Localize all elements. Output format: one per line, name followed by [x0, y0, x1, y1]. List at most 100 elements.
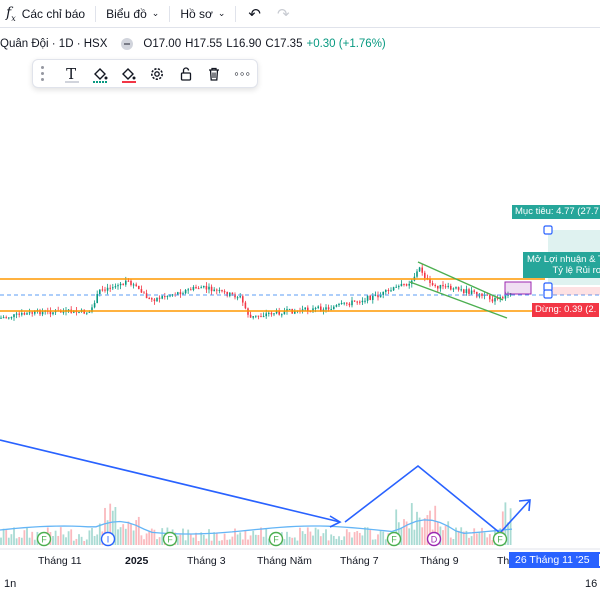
volume-bar: [91, 527, 93, 545]
candle-body: [187, 289, 189, 291]
volume-bar: [426, 515, 429, 545]
more-icon[interactable]: ◦◦◦: [234, 66, 252, 81]
event-marker-f[interactable]: F: [492, 531, 508, 547]
volume-bar: [374, 539, 377, 545]
trash-icon[interactable]: [200, 60, 229, 87]
candle-body: [148, 298, 150, 300]
candle-body: [192, 286, 195, 290]
time-axis-label: Tháng Năm: [257, 555, 312, 567]
volume-bar: [28, 537, 31, 545]
event-marker-f[interactable]: F: [162, 531, 178, 547]
candle-body: [156, 297, 158, 302]
symbol-name[interactable]: Quân Đội · 1D · HSX: [0, 38, 108, 50]
candle-body: [460, 289, 462, 291]
volume-bar: [7, 537, 10, 545]
candle-body: [49, 310, 52, 315]
volume-bar: [358, 532, 361, 545]
volume-bar: [397, 522, 400, 545]
event-letter: F: [497, 535, 503, 545]
volume-bar: [312, 535, 314, 545]
volume-bar: [20, 537, 23, 545]
top-toolbar: fx Các chỉ báo Biểu đồ ⌄ Hồ sơ ⌄ ↶ ↷: [0, 0, 600, 28]
candle-body: [260, 316, 262, 318]
volume-bar: [366, 527, 369, 545]
event-marker-f[interactable]: F: [386, 531, 402, 547]
lock-icon[interactable]: [171, 60, 200, 87]
volume-bar: [213, 532, 216, 545]
candle-body: [203, 285, 205, 288]
candle-body: [216, 289, 218, 291]
profile-label: Hồ sơ: [180, 6, 213, 21]
volume-bar: [179, 534, 182, 545]
gear-icon[interactable]: [143, 60, 172, 87]
undo-icon[interactable]: ↶: [248, 5, 261, 23]
candle-body: [405, 284, 408, 286]
volume-bar: [377, 534, 379, 545]
candle-body: [161, 296, 163, 299]
candle-body: [481, 293, 483, 296]
candle-body: [5, 317, 7, 319]
profile-button[interactable]: Hồ sơ ⌄: [174, 0, 231, 28]
candle-body: [294, 311, 296, 314]
volume-bar: [0, 537, 2, 545]
event-marker-i[interactable]: I: [100, 531, 116, 547]
volume-bar: [382, 531, 385, 545]
event-marker-f[interactable]: F: [36, 531, 52, 547]
candle-body: [502, 297, 504, 299]
candle-body: [195, 286, 197, 289]
candle-body: [244, 302, 247, 309]
candle-body: [281, 314, 283, 316]
candle-body: [348, 303, 351, 306]
volume-bar: [379, 530, 382, 545]
time-axis-label: 2025: [125, 555, 149, 567]
indicators-button[interactable]: fx Các chỉ báo: [0, 0, 91, 28]
candle-body: [395, 286, 397, 288]
drag-handle-icon[interactable]: [37, 65, 49, 83]
volume-bar: [301, 531, 304, 545]
event-circle: [162, 531, 178, 547]
candle-body: [429, 278, 431, 283]
low-value: L16.90: [226, 38, 262, 50]
volume-bar: [254, 534, 257, 545]
volume-bar: [504, 502, 507, 545]
candle-body: [99, 289, 101, 295]
candle-body: [15, 313, 18, 315]
candle-body: [151, 298, 153, 300]
volume-bar: [351, 537, 353, 545]
text-icon[interactable]: T: [57, 60, 86, 87]
volume-bar: [353, 532, 356, 545]
hide-icon[interactable]: [121, 38, 134, 50]
candle-body: [504, 295, 507, 299]
candle-body: [366, 295, 369, 301]
volume-bar: [286, 531, 288, 545]
candle-body: [197, 288, 200, 290]
fill-color-icon[interactable]: [85, 60, 114, 87]
volume-bar: [23, 530, 26, 545]
candle-body: [447, 285, 449, 287]
stop-label: Dừng: 0.39 (2.: [532, 303, 600, 317]
candle-body: [418, 267, 421, 272]
volume-bar: [59, 527, 62, 545]
event-marker-f[interactable]: F: [268, 531, 284, 547]
candle-body: [153, 299, 156, 302]
candle-body: [52, 312, 54, 315]
redo-icon[interactable]: ↷: [277, 5, 290, 23]
volume-bar: [109, 503, 112, 545]
candle-body: [135, 284, 137, 286]
event-circle: [36, 531, 52, 547]
range-button[interactable]: 1n: [4, 578, 17, 590]
candle-body: [403, 283, 405, 285]
volume-bar: [293, 537, 296, 545]
candle-body: [96, 294, 98, 303]
event-marker-d[interactable]: D: [426, 531, 442, 547]
candle-body: [67, 309, 70, 311]
candle-body: [390, 290, 392, 292]
chart-type-button[interactable]: Biểu đồ ⌄: [100, 0, 165, 28]
volume-bar: [65, 537, 67, 545]
bottom-right-label: 16: [585, 578, 598, 590]
line-color-icon[interactable]: [114, 60, 143, 87]
candle-body: [0, 317, 2, 319]
stop-handle: [543, 289, 553, 299]
target-handle: [543, 225, 553, 235]
